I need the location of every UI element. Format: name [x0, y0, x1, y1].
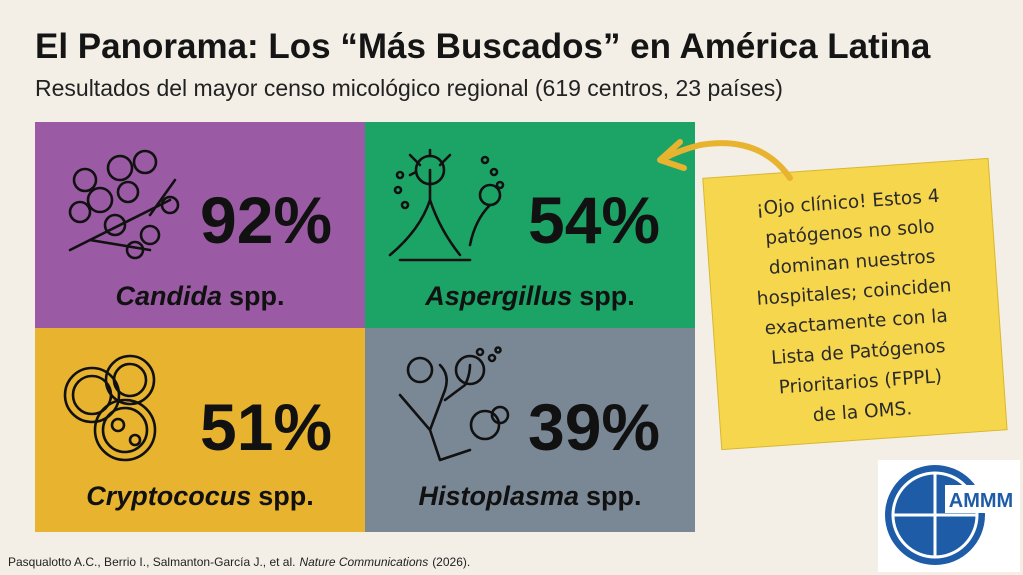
logo-text-bg	[945, 485, 1017, 513]
tile	[35, 328, 365, 532]
percentage: 92%	[200, 183, 332, 257]
tile	[35, 122, 365, 328]
pathogen-label: Aspergillus spp.	[424, 281, 635, 311]
histoplasma-icon	[398, 346, 510, 462]
cryptococcus-icon	[63, 354, 157, 462]
candida-icon	[68, 149, 180, 260]
logo-text: AMMM	[949, 490, 1013, 512]
logo-cross	[893, 473, 977, 557]
pathogen-label: Cryptococus spp.	[86, 481, 314, 511]
aspergillus-icon	[388, 148, 505, 262]
arrow	[662, 140, 793, 181]
genus: Cryptococus	[86, 481, 251, 511]
tile	[365, 122, 695, 328]
title: El Panorama: Los “Más Buscados” en Améri…	[35, 27, 931, 66]
citation-authors: Pasqualotto A.C., Berrio I., Salmanton-G…	[8, 555, 295, 569]
genus: Histoplasma	[418, 481, 579, 511]
suffix: spp.	[579, 281, 635, 311]
genus: Candida	[115, 281, 222, 311]
suffix: spp.	[258, 481, 314, 511]
genus: Aspergillus	[424, 281, 572, 311]
pathogen-label: Histoplasma spp.	[418, 481, 641, 511]
percentage: 54%	[528, 183, 660, 257]
citation-journal: Nature Communications	[299, 555, 428, 569]
percentage: 51%	[200, 390, 332, 464]
citation: Pasqualotto A.C., Berrio I., Salmanton-G…	[8, 555, 470, 569]
suffix: spp.	[229, 281, 285, 311]
suffix: spp.	[586, 481, 642, 511]
subtitle: Resultados del mayor censo micológico re…	[35, 75, 783, 101]
arrow-head	[657, 139, 687, 171]
tile	[365, 328, 695, 532]
citation-year: (2026).	[432, 555, 470, 569]
pathogen-label: Candida spp.	[115, 281, 284, 311]
note-paper	[702, 157, 1008, 451]
percentage: 39%	[528, 390, 660, 464]
